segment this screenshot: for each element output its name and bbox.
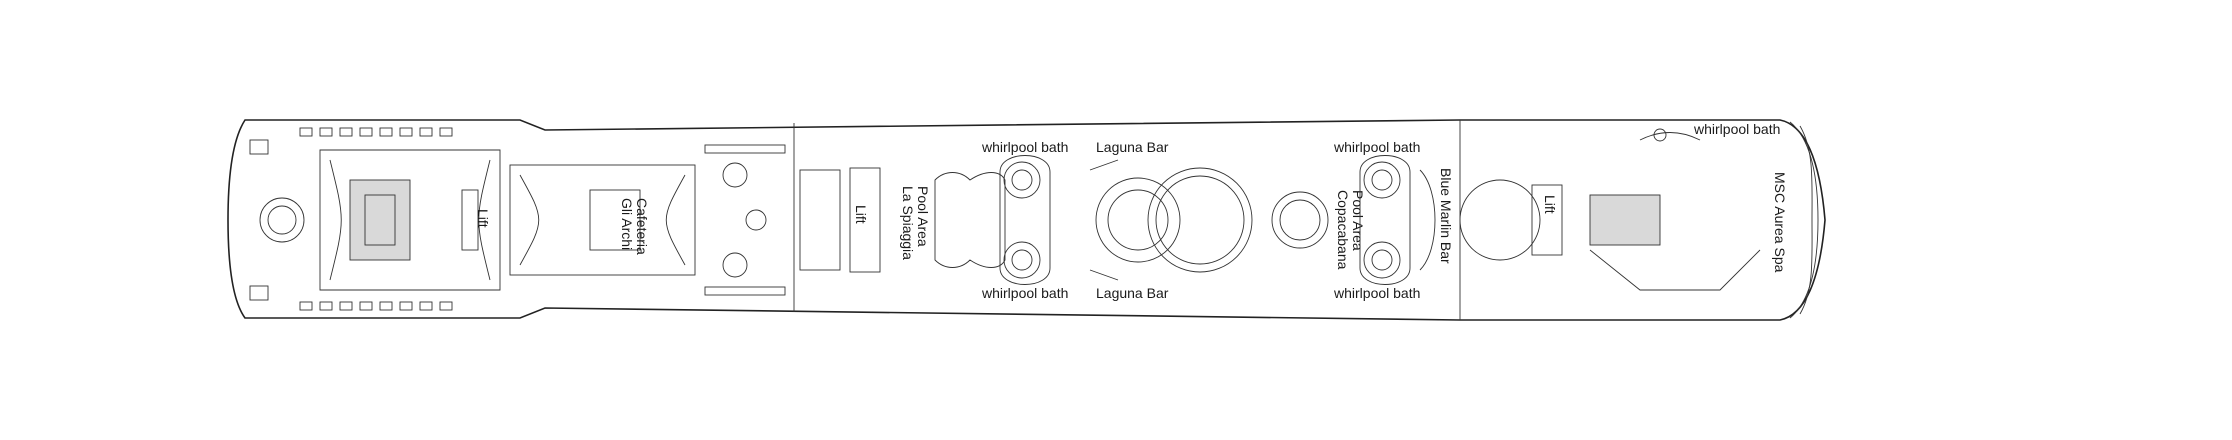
aft-seating-area xyxy=(249,127,501,311)
forward-section: Lift whirlpool bath MSC Aurea Spa xyxy=(1459,121,1788,291)
mid-aft-tables xyxy=(704,144,786,296)
whirlpool-group-right: whirlpool bath whirlpool bath xyxy=(1333,139,1420,301)
laguna-bar-label-top: Laguna Bar xyxy=(1096,139,1169,155)
copacabana-pool-area: Copacabana Pool Area xyxy=(1271,190,1366,270)
msc-aurea-spa-label: MSC Aurea Spa xyxy=(1772,172,1788,273)
laguna-bar-label-bottom: Laguna Bar xyxy=(1096,285,1169,301)
whirlpool-label-3: whirlpool bath xyxy=(1333,139,1420,155)
blue-marlin-bar-label: Blue Marlin Bar xyxy=(1438,168,1454,264)
blue-marlin-bar: Blue Marlin Bar xyxy=(1419,168,1454,271)
whirlpool-label-2: whirlpool bath xyxy=(981,285,1068,301)
aft-lounge-chairs xyxy=(299,127,453,311)
copacabana-label-line1: Copacabana xyxy=(1335,190,1351,270)
la-spiaggia-label-line2: Pool Area xyxy=(915,186,931,247)
lift-1-label: Lift xyxy=(475,209,491,228)
whirlpool-label-5: whirlpool bath xyxy=(1693,121,1780,137)
whirlpool-label-1: whirlpool bath xyxy=(981,139,1068,155)
cafeteria-label-line2: Cafeteria xyxy=(634,198,650,255)
la-spiaggia-pool-area: La Spiaggia Pool Area xyxy=(900,172,1006,268)
whirlpool-group-left: whirlpool bath whirlpool bath xyxy=(981,139,1068,301)
lift-3-label: Lift xyxy=(1542,195,1558,214)
whirlpool-label-4: whirlpool bath xyxy=(1333,285,1420,301)
lift-1: Lift xyxy=(461,189,491,251)
cafeteria: Gli Archi Cafeteria xyxy=(509,164,696,276)
copacabana-label-line2: Pool Area xyxy=(1350,190,1366,251)
central-pool xyxy=(1147,167,1253,273)
lift-2: Lift xyxy=(799,167,881,273)
cafeteria-label-line1: Gli Archi xyxy=(619,198,635,250)
laguna-bar: Laguna Bar Laguna Bar xyxy=(1089,139,1181,301)
la-spiaggia-label-line1: La Spiaggia xyxy=(900,186,916,260)
lift-2-label: Lift xyxy=(853,205,869,224)
